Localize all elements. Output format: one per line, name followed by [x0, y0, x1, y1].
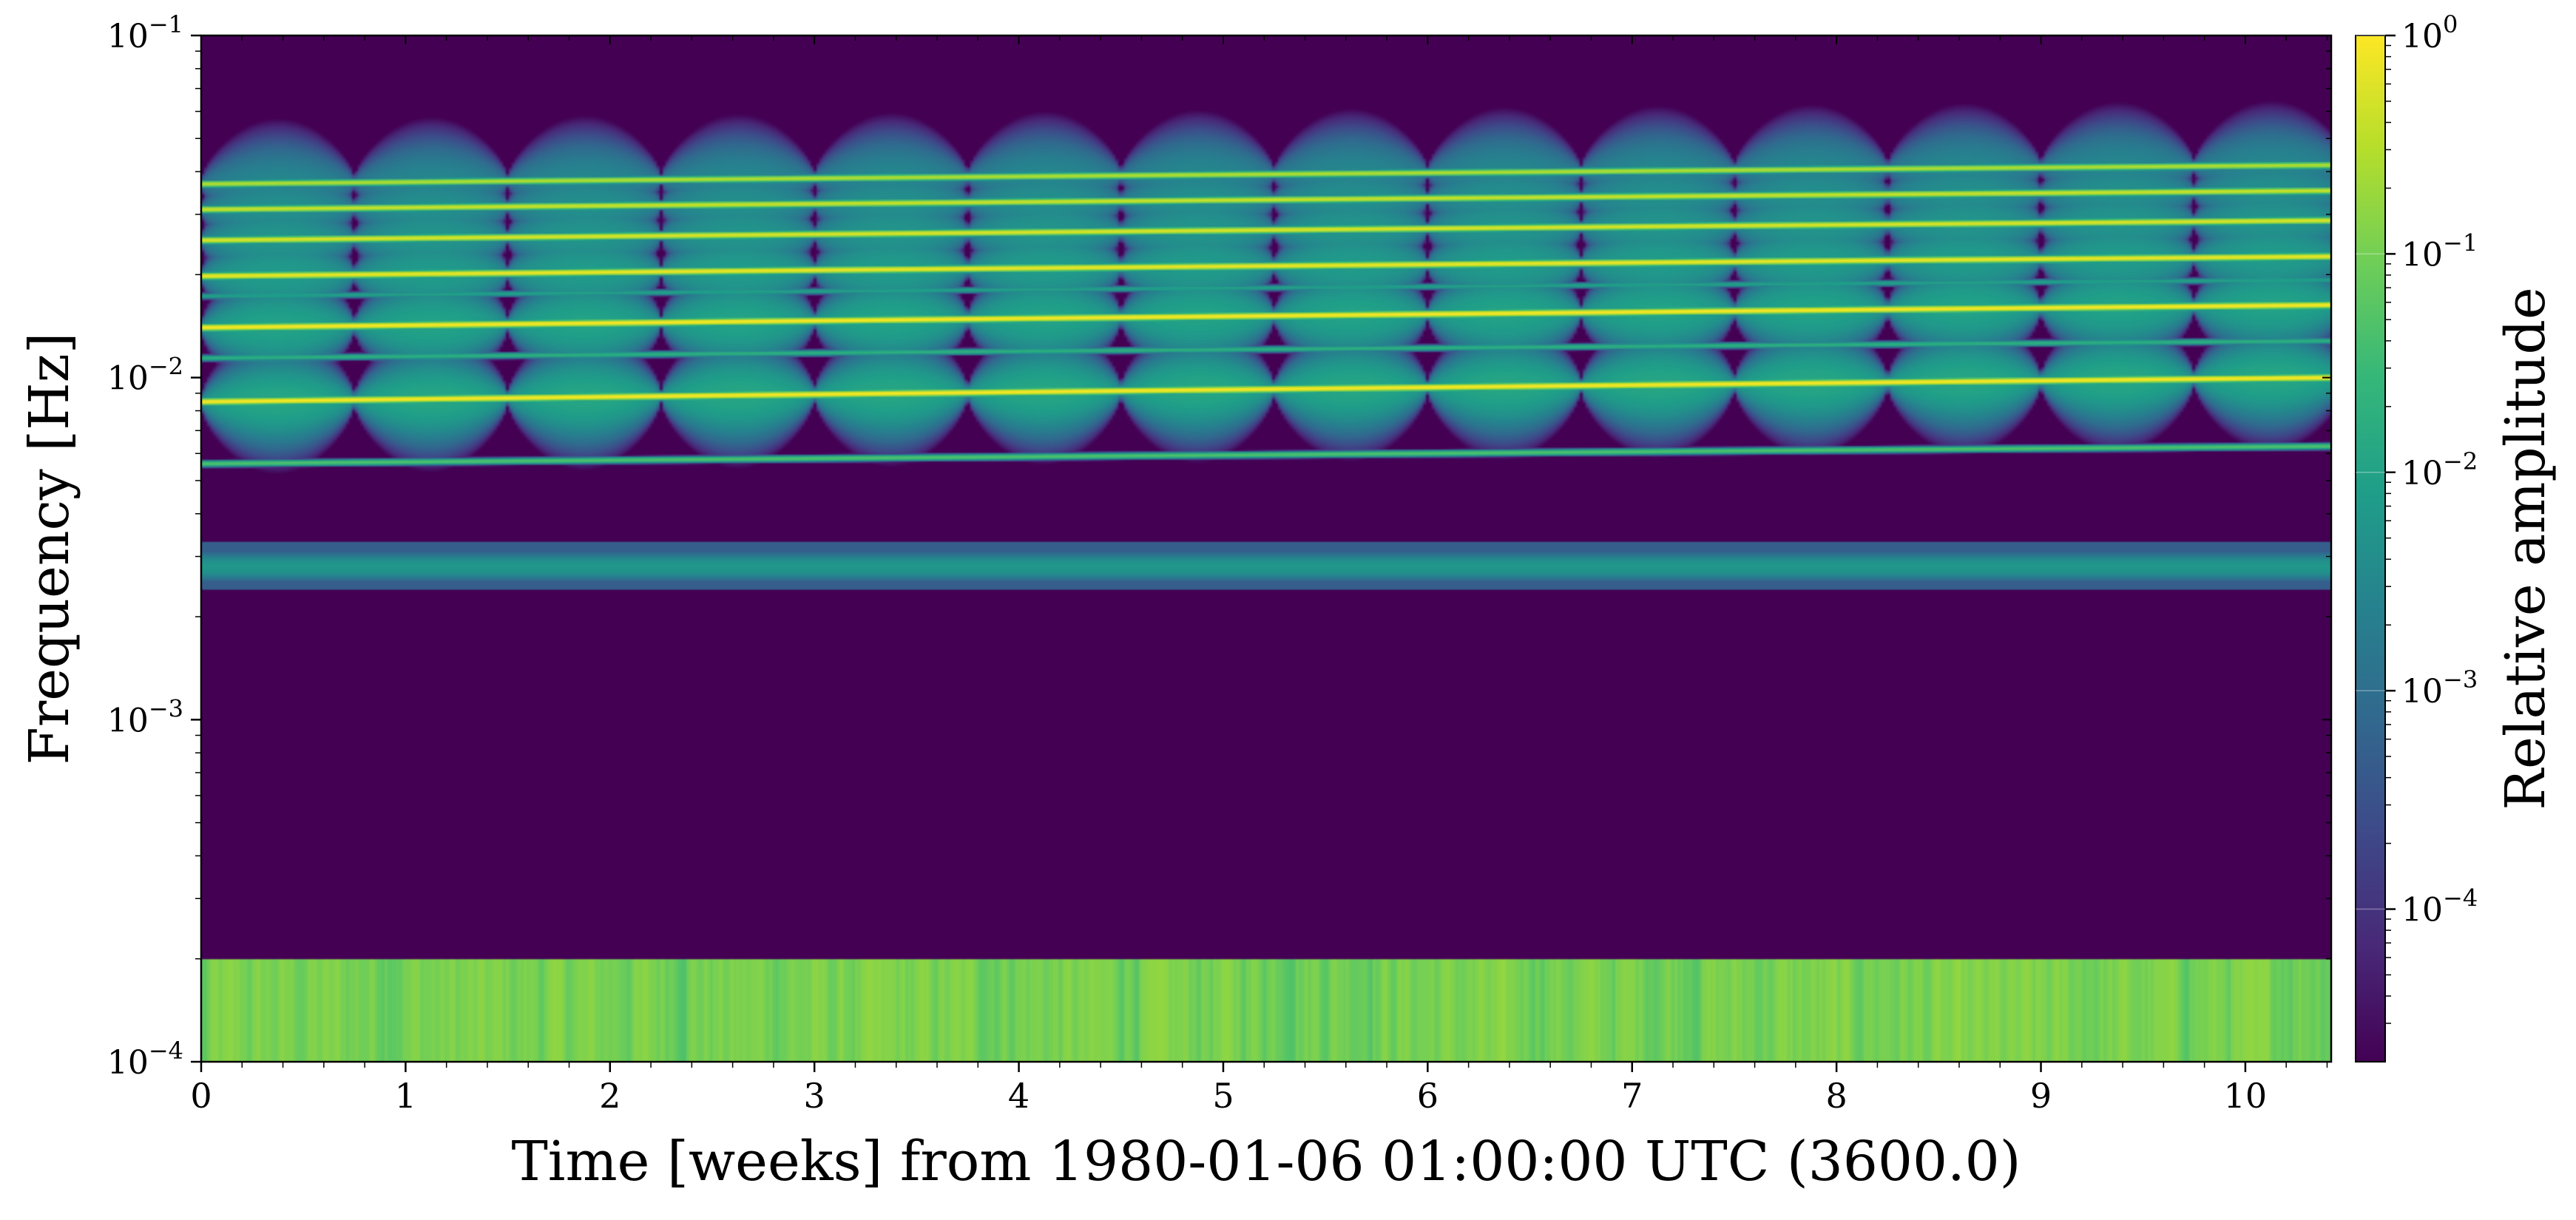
colorbar-label: Relative amplitude [2494, 287, 2558, 810]
x-axis-label: Time [weeks] from 1980-01-06 01:00:00 UT… [511, 1130, 2021, 1193]
y-tick-label: 10−2 [107, 353, 183, 398]
y-axis: 10−4 10−3 10−2 10−1 [107, 10, 2331, 1082]
y-tick-label: 10−1 [107, 10, 183, 55]
x-tick-label: 8 [1825, 1076, 1847, 1116]
colorbar-tick-label: 10−3 [2401, 665, 2478, 711]
y-tick-label: 10−4 [107, 1037, 183, 1082]
x-tick-label: 0 [190, 1076, 212, 1116]
colorbar-tick-label: 10−2 [2401, 447, 2478, 492]
x-tick-label: 1 [395, 1076, 416, 1116]
x-tick-label: 9 [2030, 1076, 2052, 1116]
colorbar-gradient [2355, 35, 2386, 1063]
x-tick-label: 10 [2224, 1076, 2268, 1116]
spectrogram-heatmap [201, 35, 2331, 1062]
y-axis-label: Frequency [Hz] [18, 332, 81, 765]
x-tick-label: 3 [804, 1076, 825, 1116]
y-tick-label: 10−3 [107, 694, 183, 739]
x-tick-label: 6 [1417, 1076, 1439, 1116]
colorbar-tick-label: 100 [2401, 10, 2458, 55]
colorbar: 10−4 10−3 10−2 10−1 100 Relative amplitude [2355, 10, 2558, 1063]
x-tick-label: 4 [1008, 1076, 1030, 1116]
plot-area [200, 34, 2333, 1063]
colorbar-axis: 10−4 10−3 10−2 10−1 100 [2356, 10, 2478, 1024]
plot-frame [200, 34, 2333, 1063]
colorbar-tick-label: 10−1 [2401, 228, 2478, 274]
x-tick-label: 7 [1621, 1076, 1643, 1116]
x-axis: 0 1 2 3 4 5 6 7 8 9 10 [190, 35, 2328, 1116]
x-tick-label: 2 [599, 1076, 621, 1116]
colorbar-tick-label: 10−4 [2401, 884, 2478, 929]
x-tick-label: 5 [1212, 1076, 1234, 1116]
